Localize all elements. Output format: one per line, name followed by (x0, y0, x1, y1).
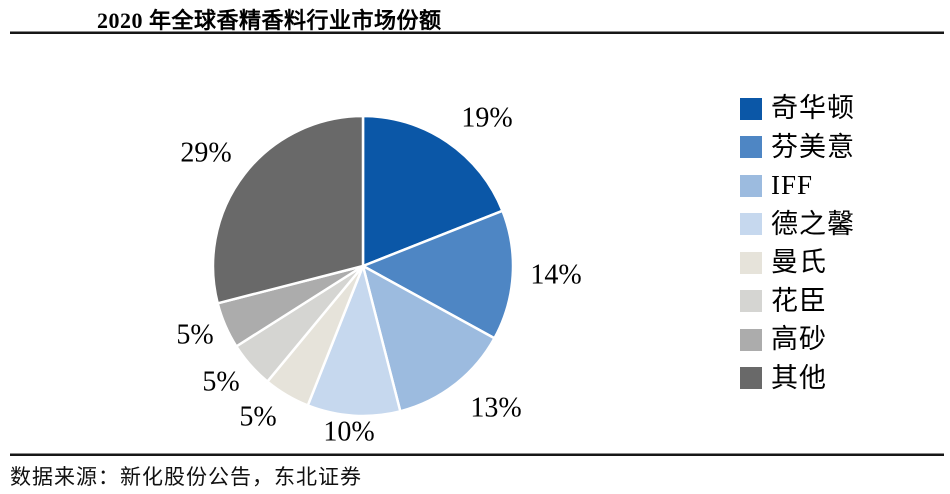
legend-item-iff[interactable]: IFF (740, 172, 855, 199)
pct-label-givaudan: 19% (461, 103, 512, 134)
legend-swatch-others (740, 367, 762, 389)
pie-slice-symrise[interactable] (306, 264, 402, 418)
legend-label-firmenich: 芬美意 (771, 131, 855, 162)
legend-label-huachen: 花臣 (771, 285, 827, 316)
pct-label-takasago: 5% (176, 320, 213, 351)
pie-slice-others[interactable] (211, 114, 365, 305)
pct-label-others: 29% (180, 138, 231, 169)
legend-label-takasago: 高砂 (771, 324, 827, 354)
page-title: 2020 年全球香精香料行业市场份额 (97, 8, 442, 33)
data-source-note: 数据来源：新化股份公告，东北证券 (10, 465, 362, 489)
legend-swatch-givaudan (740, 97, 762, 120)
title-underline-rule (10, 31, 944, 34)
legend-label-mane: 曼氏 (771, 247, 827, 277)
legend: 奇华顿 芬美意 IFF 德之馨 曼氏 花臣 高砂 其他 (740, 95, 855, 403)
legend-item-takasago[interactable]: 高砂 (740, 326, 855, 353)
pct-label-iff: 13% (470, 393, 521, 424)
legend-swatch-firmenich (740, 136, 762, 158)
pie-slice-iff[interactable] (361, 264, 496, 413)
pie-slice-givaudan[interactable] (361, 114, 504, 268)
legend-item-firmenich[interactable]: 芬美意 (740, 131, 855, 162)
legend-label-iff: IFF (771, 170, 814, 200)
legend-swatch-takasago (740, 328, 762, 351)
legend-swatch-iff (740, 174, 762, 197)
footer-rule (10, 453, 944, 456)
pct-label-symrise: 10% (323, 417, 374, 448)
pct-label-huachen: 5% (202, 367, 239, 398)
legend-item-symrise[interactable]: 德之馨 (740, 208, 855, 239)
legend-item-mane[interactable]: 曼氏 (740, 249, 855, 276)
legend-label-others: 其他 (771, 362, 827, 393)
legend-swatch-mane (740, 251, 762, 274)
pct-label-mane: 5% (239, 402, 276, 433)
legend-item-givaudan[interactable]: 奇华顿 (740, 95, 855, 122)
legend-label-symrise: 德之馨 (771, 208, 855, 239)
pct-label-firmenich: 14% (530, 260, 581, 291)
legend-swatch-huachen (740, 290, 762, 312)
legend-item-others[interactable]: 其他 (740, 362, 855, 393)
legend-label-givaudan: 奇华顿 (771, 93, 855, 123)
pie-slice-firmenich[interactable] (361, 209, 515, 340)
legend-swatch-symrise (740, 213, 762, 235)
legend-item-huachen[interactable]: 花臣 (740, 285, 855, 316)
